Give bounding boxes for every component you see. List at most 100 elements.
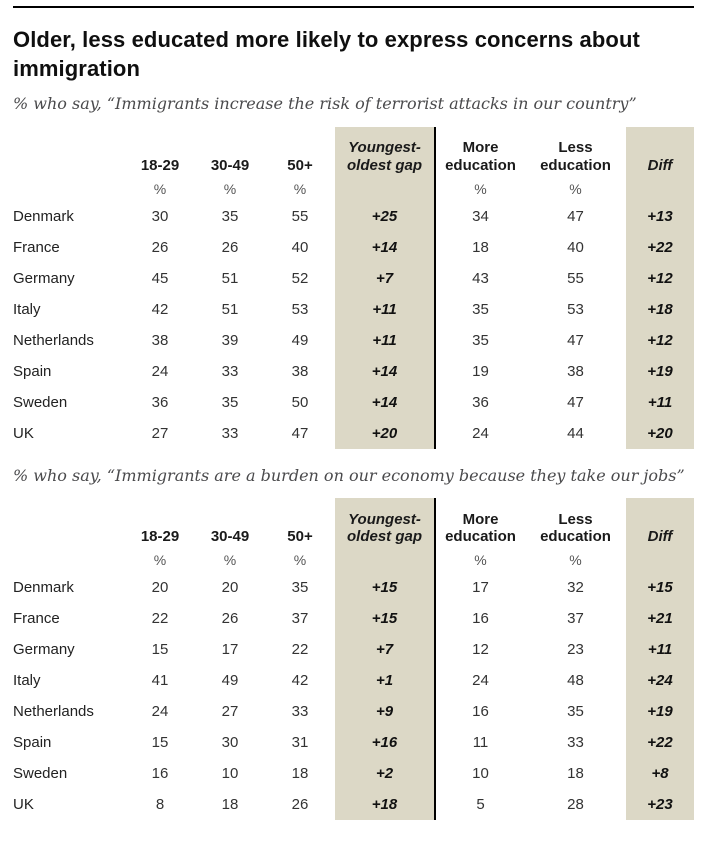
- terrorism-table: 18-29 30-49 50+ Youngest-oldest gap More…: [13, 126, 694, 449]
- value-more-education: 24: [472, 424, 489, 442]
- col-header-youngest-oldest-gap: Youngest-oldest gap: [335, 126, 436, 177]
- col-header-more-education: More education: [445, 510, 516, 546]
- value-30-49: 26: [221, 610, 239, 628]
- value-youngest-oldest-gap: +1: [335, 665, 436, 697]
- value-50plus: 49: [291, 331, 309, 349]
- country-label: Sweden: [13, 393, 68, 411]
- value-50plus: 37: [291, 610, 309, 628]
- unit-percent: %: [153, 180, 167, 197]
- value-more-education: 10: [472, 765, 489, 783]
- value-more-education: 36: [472, 393, 489, 411]
- value-18-29: 30: [151, 207, 169, 225]
- unit-percent: %: [293, 180, 307, 197]
- country-label: UK: [13, 796, 34, 814]
- value-less-education: 28: [567, 796, 584, 814]
- value-30-49: 33: [221, 424, 239, 442]
- table-row: Italy 42 51 53 +11 35 53 +18: [13, 293, 694, 325]
- economy-table: 18-29 30-49 50+ Youngest-oldest gap More…: [13, 498, 694, 821]
- value-less-education: 55: [567, 269, 584, 287]
- value-18-29: 27: [151, 424, 169, 442]
- value-50plus: 35: [291, 579, 309, 597]
- value-18-29: 15: [151, 734, 169, 752]
- value-18-29: 36: [151, 393, 169, 411]
- value-diff: +18: [626, 293, 694, 325]
- value-youngest-oldest-gap: +14: [335, 355, 436, 387]
- country-label: France: [13, 610, 60, 628]
- country-label: France: [13, 238, 60, 256]
- value-youngest-oldest-gap: +15: [335, 603, 436, 635]
- value-youngest-oldest-gap: +11: [335, 293, 436, 325]
- country-label: Italy: [13, 300, 41, 318]
- value-30-49: 18: [221, 796, 239, 814]
- value-18-29: 41: [151, 672, 169, 690]
- value-less-education: 47: [567, 207, 584, 225]
- value-18-29: 42: [151, 300, 169, 318]
- value-youngest-oldest-gap: +2: [335, 758, 436, 790]
- country-label: Spain: [13, 734, 52, 752]
- value-30-49: 17: [221, 641, 239, 659]
- country-label: Netherlands: [13, 703, 94, 721]
- value-30-49: 51: [221, 269, 239, 287]
- table-row: UK 27 33 47 +20 24 44 +20: [13, 417, 694, 449]
- value-youngest-oldest-gap: +20: [335, 417, 436, 449]
- value-18-29: 15: [151, 641, 169, 659]
- value-diff: +21: [626, 603, 694, 635]
- table-row: Denmark 20 20 35 +15 17 32 +15: [13, 572, 694, 604]
- table-row: Sweden 36 35 50 +14 36 47 +11: [13, 386, 694, 418]
- value-diff: +19: [626, 696, 694, 728]
- value-diff: +20: [626, 417, 694, 449]
- value-30-49: 20: [221, 579, 239, 597]
- value-youngest-oldest-gap: +16: [335, 727, 436, 759]
- unit-percent: %: [474, 180, 487, 197]
- value-less-education: 18: [567, 765, 584, 783]
- value-50plus: 40: [291, 238, 309, 256]
- value-diff: +12: [626, 324, 694, 356]
- unit-row: % % % % %: [13, 548, 694, 573]
- subtitle-terrorism: % who say, “Immigrants increase the risk…: [13, 94, 637, 114]
- value-50plus: 18: [291, 765, 309, 783]
- value-50plus: 47: [291, 424, 309, 442]
- value-diff: +22: [626, 727, 694, 759]
- value-30-49: 30: [221, 734, 239, 752]
- value-more-education: 19: [472, 362, 489, 380]
- col-header-30-49: 30-49: [210, 528, 250, 546]
- value-youngest-oldest-gap: +7: [335, 262, 436, 294]
- col-header-diff: Diff: [626, 498, 694, 549]
- value-18-29: 22: [151, 610, 169, 628]
- col-header-50plus: 50+: [287, 156, 313, 174]
- value-less-education: 32: [567, 579, 584, 597]
- table-row: Italy 41 49 42 +1 24 48 +24: [13, 665, 694, 697]
- country-label: Spain: [13, 362, 52, 380]
- col-header-more-education: More education: [445, 139, 516, 174]
- country-label: Denmark: [13, 207, 74, 225]
- value-50plus: 42: [291, 672, 309, 690]
- value-youngest-oldest-gap: +14: [335, 231, 436, 263]
- top-rule: [13, 6, 694, 8]
- value-diff: +24: [626, 665, 694, 697]
- unit-percent: %: [153, 552, 167, 569]
- value-18-29: 38: [151, 331, 169, 349]
- value-50plus: 52: [291, 269, 309, 287]
- value-18-29: 26: [151, 238, 169, 256]
- value-18-29: 20: [151, 579, 169, 597]
- value-more-education: 5: [476, 796, 485, 814]
- value-30-49: 49: [221, 672, 239, 690]
- value-18-29: 24: [151, 362, 169, 380]
- value-18-29: 8: [155, 796, 165, 814]
- col-header-less-education: Less education: [540, 139, 611, 174]
- country-label: Netherlands: [13, 331, 94, 349]
- value-18-29: 45: [151, 269, 169, 287]
- col-header-diff: Diff: [626, 126, 694, 177]
- country-label: Denmark: [13, 579, 74, 597]
- value-diff: +8: [626, 758, 694, 790]
- value-30-49: 27: [221, 703, 239, 721]
- value-18-29: 16: [151, 765, 169, 783]
- unit-percent: %: [223, 552, 237, 569]
- value-less-education: 47: [567, 393, 584, 411]
- header-row: 18-29 30-49 50+ Youngest-oldest gap More…: [13, 498, 694, 549]
- table-row: Spain 15 30 31 +16 11 33 +22: [13, 727, 694, 759]
- col-header-50plus: 50+: [287, 528, 313, 546]
- value-less-education: 38: [567, 362, 584, 380]
- value-youngest-oldest-gap: +7: [335, 634, 436, 666]
